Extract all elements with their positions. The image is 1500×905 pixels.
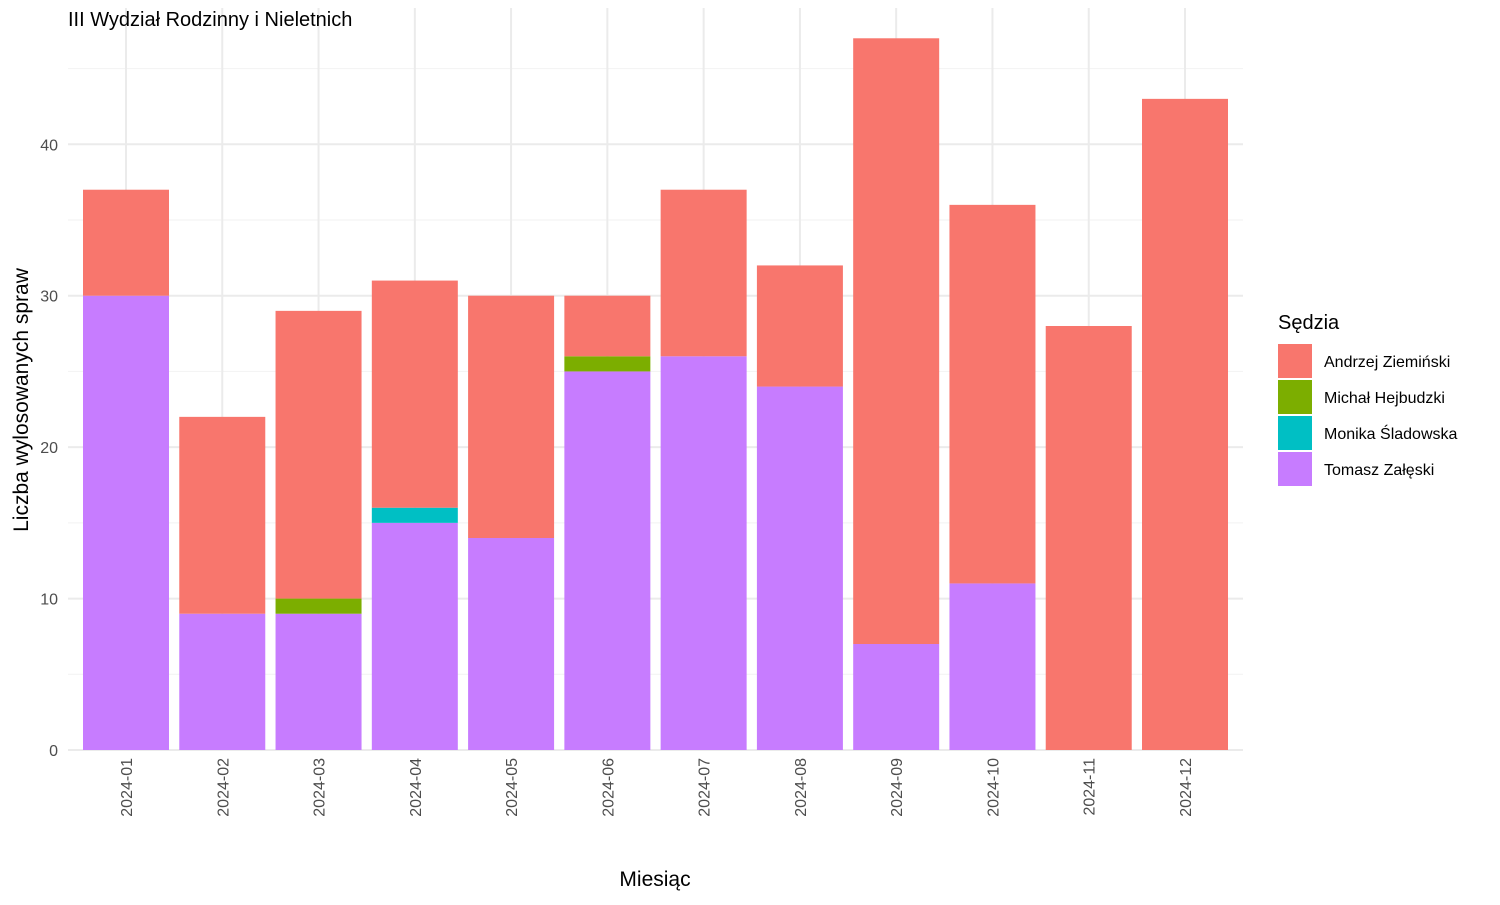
x-tick-label: 2024-12	[1178, 758, 1195, 817]
x-tick-label: 2024-03	[312, 758, 329, 817]
legend-swatch	[1278, 344, 1312, 378]
x-tick-label: 2024-11	[1082, 758, 1099, 816]
bar-segment	[853, 644, 940, 750]
legend-swatch	[1278, 380, 1312, 414]
y-tick-label: 30	[40, 289, 58, 306]
bar-segment	[83, 189, 169, 296]
bar-segment	[756, 265, 843, 387]
y-axis-title: Liczba wylosowanych spraw	[10, 267, 33, 532]
y-tick-label: 0	[49, 743, 58, 760]
bar-segment	[83, 295, 169, 750]
bar-segment	[371, 280, 458, 508]
x-axis-title: Miesiąc	[619, 868, 690, 891]
bar-segment	[949, 204, 1036, 584]
x-tick-label: 2024-05	[504, 758, 521, 817]
x-tick-label: 2024-01	[119, 758, 136, 817]
y-axis: 0 10 20 30 40	[40, 137, 58, 760]
legend-title: Sędzia	[1278, 312, 1340, 334]
x-tick-label: 2024-04	[408, 758, 425, 817]
x-tick-label: 2024-06	[600, 758, 617, 817]
legend-label: Monika Śladowska	[1324, 424, 1458, 443]
bar-segment	[660, 356, 747, 750]
bar-segment	[371, 507, 458, 523]
bar-segment	[756, 386, 843, 750]
bar-segment	[371, 522, 458, 750]
y-tick-label: 20	[40, 440, 58, 457]
legend-swatch	[1278, 452, 1312, 486]
bar-segment	[1142, 98, 1228, 751]
bar-segment	[179, 416, 266, 614]
bar-segment	[564, 295, 651, 357]
chart-title: III Wydział Rodzinny i Nieletnich	[68, 9, 352, 31]
legend: Sędzia Andrzej Ziemiński Michał Hejbudzki…	[1278, 312, 1458, 486]
bar-segment	[660, 189, 747, 357]
legend-label: Tomasz Załęski	[1324, 462, 1434, 479]
x-axis: 2024-01 2024-02 2024-03 2024-04 2024-05 2024-…	[119, 758, 1195, 817]
bar-segment	[949, 583, 1036, 750]
x-tick-label: 2024-08	[793, 758, 810, 817]
bar-segment	[564, 356, 651, 372]
legend-swatch	[1278, 416, 1312, 450]
bar-segment	[468, 538, 555, 750]
bar-segment	[179, 613, 266, 750]
x-tick-label: 2024-10	[985, 758, 1002, 817]
legend-label: Andrzej Ziemiński	[1324, 354, 1450, 371]
bar-segment	[564, 371, 651, 750]
bar-segment	[275, 613, 362, 750]
legend-label: Michał Hejbudzki	[1324, 390, 1445, 407]
x-tick-label: 2024-07	[697, 758, 714, 817]
bar-segment	[853, 38, 940, 645]
x-tick-label: 2024-09	[889, 758, 906, 817]
bar-segment	[275, 310, 362, 599]
y-tick-label: 40	[40, 137, 58, 154]
bars	[83, 38, 1228, 751]
y-tick-label: 10	[40, 592, 58, 609]
bar-segment	[1045, 326, 1132, 750]
bar-segment	[468, 295, 555, 538]
x-tick-label: 2024-02	[215, 758, 232, 817]
bar-segment	[275, 598, 362, 614]
